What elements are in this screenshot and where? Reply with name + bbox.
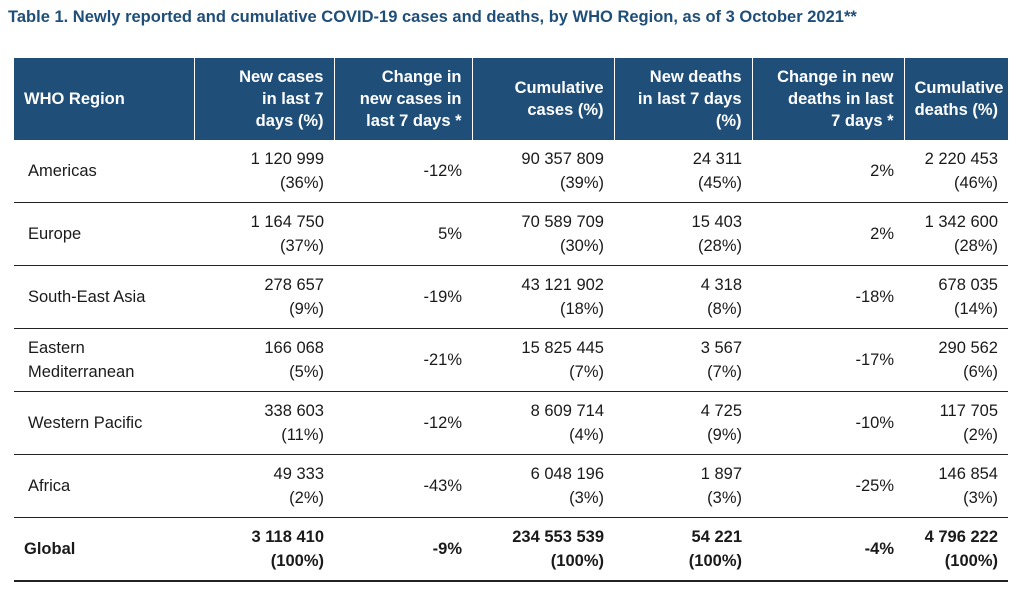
change-cases-cell: -43% (334, 454, 472, 518)
new-cases-cell: 49 333 (2%) (194, 454, 334, 518)
cumulative-cases-cell: 43 121 902 (18%) (472, 265, 614, 329)
header-new-deaths: New deaths in last 7 days (%) (613, 58, 752, 140)
new-deaths-cell: 3 567 (7%) (614, 328, 752, 392)
table-row: Africa 49 333 (2%) -43% 6 048 196 (3%) 1 897 (3… (14, 454, 1008, 518)
new-deaths-cell: 4 318 (8%) (614, 265, 752, 329)
cumulative-deaths-cell: 117 705 (2%) (904, 391, 1008, 455)
table-row: South-East Asia 278 657 (9%) -19% 43 121 902… (14, 265, 1008, 329)
new-cases-cell: 1 120 999 (36%) (194, 140, 334, 203)
new-deaths-cell: 54 221 (100%) (614, 517, 752, 582)
new-cases-cell: 166 068 (5%) (194, 328, 334, 392)
region-cell: Europe (14, 202, 194, 266)
change-cases-cell: -12% (334, 140, 472, 203)
change-cases-cell: -9% (334, 517, 472, 582)
header-region: WHO Region (14, 58, 194, 140)
region-cell: Eastern Mediterranean (14, 328, 194, 392)
new-cases-cell: 338 603 (11%) (194, 391, 334, 455)
cumulative-cases-cell: 8 609 714 (4%) (472, 391, 614, 455)
header-change-cases: Change in new cases in last 7 days * (333, 58, 472, 140)
new-deaths-cell: 1 897 (3%) (614, 454, 752, 518)
region-cell: South-East Asia (14, 265, 194, 329)
change-deaths-cell: -10% (752, 391, 904, 455)
cumulative-deaths-cell: 290 562 (6%) (904, 328, 1008, 392)
header-new-cases: New cases in last 7 days (%) (193, 58, 334, 140)
cumulative-deaths-cell: 146 854 (3%) (904, 454, 1008, 518)
table-row: Western Pacific 338 603 (11%) -12% 8 609 714… (14, 391, 1008, 455)
cumulative-deaths-cell: 1 342 600 (28%) (904, 202, 1008, 266)
region-cell: Western Pacific (14, 391, 194, 455)
covid-table: WHO Region New cases in last 7 days (%) Ch… (14, 58, 1008, 582)
new-cases-cell: 1 164 750 (37%) (194, 202, 334, 266)
change-deaths-cell: -25% (752, 454, 904, 518)
change-deaths-cell: 2% (752, 202, 904, 266)
new-cases-cell: 278 657 (9%) (194, 265, 334, 329)
cumulative-cases-cell: 70 589 709 (30%) (472, 202, 614, 266)
cumulative-cases-cell: 234 553 539 (100%) (472, 517, 614, 582)
header-cumulative-cases: Cumulative cases (%) (471, 58, 614, 140)
new-cases-cell: 3 118 410 (100%) (194, 517, 334, 582)
cumulative-cases-cell: 90 357 809 (39%) (472, 140, 614, 203)
cumulative-deaths-cell: 4 796 222 (100%) (904, 517, 1008, 582)
cumulative-cases-cell: 15 825 445 (7%) (472, 328, 614, 392)
change-deaths-cell: 2% (752, 140, 904, 203)
change-deaths-cell: -4% (752, 517, 904, 582)
header-row: WHO Region New cases in last 7 days (%) Ch… (14, 58, 1008, 140)
region-cell: Africa (14, 454, 194, 518)
table-row: Eastern Mediterranean 166 068 (5%) -21% 15 82… (14, 328, 1008, 392)
region-cell: Global (14, 517, 194, 582)
cumulative-cases-cell: 6 048 196 (3%) (472, 454, 614, 518)
new-deaths-cell: 4 725 (9%) (614, 391, 752, 455)
change-cases-cell: 5% (334, 202, 472, 266)
cumulative-deaths-cell: 2 220 453 (46%) (904, 140, 1008, 203)
region-cell: Americas (14, 140, 194, 203)
table-row: Americas 1 120 999 (36%) -12% 90 357 809 (39%… (14, 140, 1008, 203)
header-cumulative-deaths: Cumulative deaths (%) (903, 58, 1008, 140)
change-cases-cell: -12% (334, 391, 472, 455)
table-title: Table 1. Newly reported and cumulative C… (8, 8, 857, 26)
header-change-deaths: Change in new deaths in last 7 days * (751, 58, 904, 140)
new-deaths-cell: 24 311 (45%) (614, 140, 752, 203)
change-cases-cell: -21% (334, 328, 472, 392)
change-cases-cell: -19% (334, 265, 472, 329)
global-row: Global 3 118 410 (100%) -9% 234 553 539 (100%… (14, 517, 1008, 582)
new-deaths-cell: 15 403 (28%) (614, 202, 752, 266)
change-deaths-cell: -17% (752, 328, 904, 392)
change-deaths-cell: -18% (752, 265, 904, 329)
table-row: Europe 1 164 750 (37%) 5% 70 589 709 (30%) 15 … (14, 202, 1008, 266)
cumulative-deaths-cell: 678 035 (14%) (904, 265, 1008, 329)
